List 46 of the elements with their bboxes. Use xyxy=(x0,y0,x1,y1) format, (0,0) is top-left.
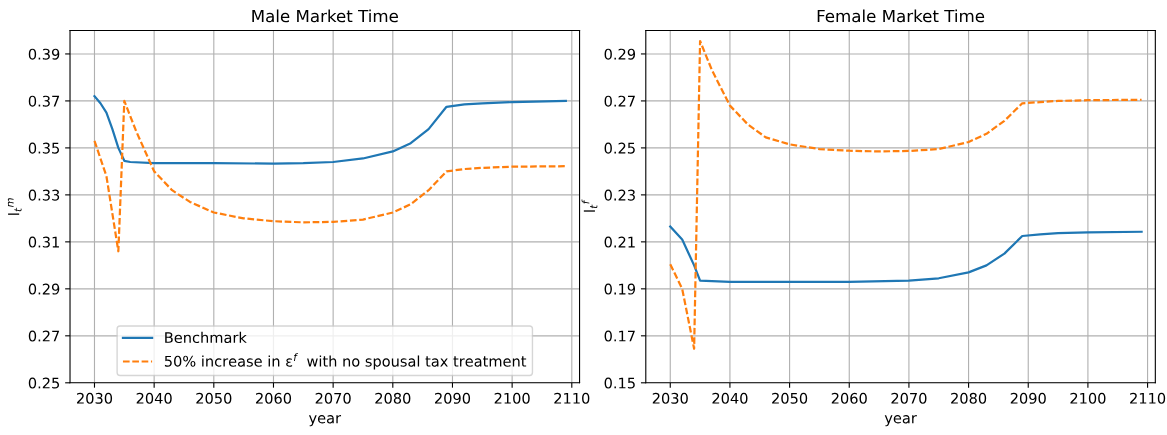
y-tick-label: 0.25 xyxy=(28,377,60,389)
chart-title: Female Market Time xyxy=(817,9,985,23)
y-tick-label: 0.31 xyxy=(28,236,59,248)
legend-label: 50% increase in ε$^{f}$ with no spousal tax treatment xyxy=(164,353,527,370)
y-axis-title: l$_{t}$$^{f}$ xyxy=(581,199,598,212)
x-tick-label: 2050 xyxy=(772,392,808,404)
y-tick-label: 0.37 xyxy=(28,95,60,107)
y-tick-label: 0.29 xyxy=(28,283,60,295)
x-tick-label: 2070 xyxy=(315,392,351,404)
y-tick-label: 0.27 xyxy=(28,330,60,342)
x-tick-label: 2040 xyxy=(136,392,172,404)
x-tick-label: 2030 xyxy=(76,392,113,404)
y-tick-label: 0.39 xyxy=(28,48,60,60)
x-axis-title: year xyxy=(884,415,917,427)
y-tick-label: 0.27 xyxy=(604,95,635,107)
x-tick-label: 2090 xyxy=(1010,392,1046,404)
y-tick-label: 0.15 xyxy=(604,377,635,389)
y-tick-label: 0.25 xyxy=(604,142,635,154)
line-series xyxy=(93,99,567,253)
x-tick-label: 2030 xyxy=(652,392,688,404)
y-tick-label: 0.33 xyxy=(28,189,60,201)
x-tick-label: 2070 xyxy=(891,392,927,404)
y-tick-label: 0.17 xyxy=(604,330,635,342)
x-tick-label: 2100 xyxy=(1070,392,1106,404)
x-axis-title: year xyxy=(308,415,342,427)
y-tick-label: 0.29 xyxy=(604,48,636,60)
x-tick-label: 2080 xyxy=(951,392,987,404)
x-tick-label: 2050 xyxy=(196,392,232,404)
x-tick-label: 2080 xyxy=(375,392,411,404)
line-series xyxy=(669,225,1143,283)
legend-label: Benchmark xyxy=(165,331,247,344)
line-series xyxy=(93,95,567,165)
line-series xyxy=(669,39,1143,350)
x-tick-label: 2100 xyxy=(494,392,530,404)
x-tick-label: 2060 xyxy=(831,392,867,404)
y-tick-label: 0.21 xyxy=(604,236,635,248)
x-tick-label: 2090 xyxy=(434,392,471,404)
x-tick-label: 2110 xyxy=(554,392,590,404)
chart-title: Male Market Time xyxy=(252,9,398,23)
y-axis-title: l$_{t}$$^{m}$ xyxy=(7,198,22,215)
y-tick-label: 0.23 xyxy=(604,189,635,201)
y-tick-label: 0.35 xyxy=(28,142,60,154)
x-tick-label: 2060 xyxy=(255,392,292,404)
y-tick-label: 0.19 xyxy=(604,283,636,295)
x-tick-label: 2040 xyxy=(712,392,748,404)
x-tick-label: 2110 xyxy=(1130,392,1166,404)
